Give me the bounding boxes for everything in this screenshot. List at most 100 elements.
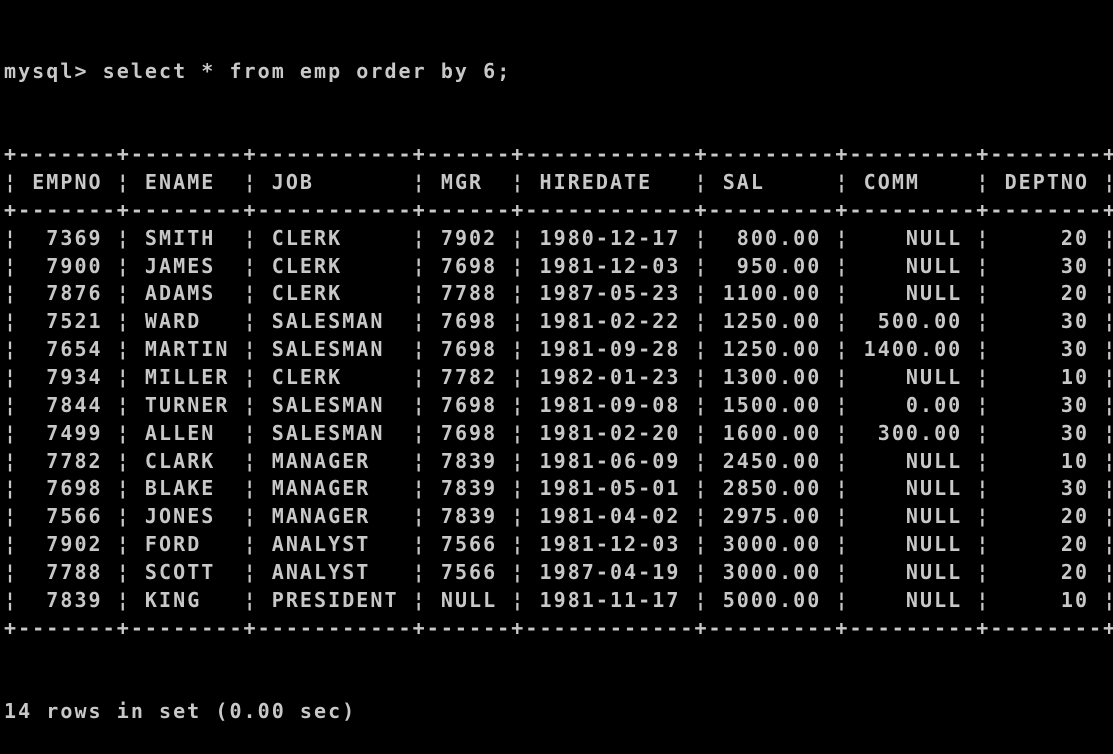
column-separator: ¦ [976,364,1005,389]
table-cell: NULL [863,476,977,501]
table-cell: SALESMAN [271,309,413,334]
column-separator: ¦ [4,253,33,278]
table-cell: KING [144,587,244,612]
column-separator: ¦ [835,420,864,445]
column-separator: ¦ [116,309,145,334]
column-separator: ¦ [976,504,1005,529]
table-row: ¦ 7499 ¦ ALLEN ¦ SALESMAN ¦ 7698 ¦ 1981-… [4,420,1113,448]
column-separator: ¦ [1103,392,1113,417]
column-separator: ¦ [4,364,33,389]
table-cell: BLAKE [144,476,244,501]
column-separator: ¦ [1103,281,1113,306]
column-separator: ¦ [412,309,441,334]
column-separator: ¦ [976,281,1005,306]
column-separator: ¦ [976,253,1005,278]
column-separator: ¦ [412,392,441,417]
table-cell: 1981-05-01 [539,476,695,501]
table-cell: SALESMAN [271,337,413,362]
table-row: ¦ 7698 ¦ BLAKE ¦ MANAGER ¦ 7839 ¦ 1981-0… [4,475,1113,503]
column-separator: ¦ [694,392,723,417]
column-separator: ¦ [116,253,145,278]
table-cell: 7654 [32,337,117,362]
column-separator: ¦ [243,420,272,445]
table-cell: 7698 [32,476,117,501]
column-separator: ¦ [116,392,145,417]
table-cell: 10 [1004,364,1104,389]
column-separator: ¦ [835,504,864,529]
column-separator: ¦ [976,420,1005,445]
column-separator: ¦ [412,448,441,473]
table-border: +-------+--------+-----------+------+---… [4,615,1113,640]
column-separator: ¦ [243,476,272,501]
column-separator: ¦ [412,170,441,195]
table-cell: 1982-01-23 [539,364,695,389]
column-separator: ¦ [976,337,1005,362]
column-separator: ¦ [116,532,145,557]
column-separator: ¦ [243,281,272,306]
table-cell: 1600.00 [722,420,836,445]
column-separator: ¦ [1103,420,1113,445]
table-cell: NULL [863,559,977,584]
prompt: mysql> [4,58,103,83]
table-cell: NULL [863,504,977,529]
table-cell: 950.00 [722,253,836,278]
column-separator: ¦ [116,476,145,501]
column-separator: ¦ [1103,532,1113,557]
column-separator: ¦ [835,225,864,250]
column-separator: ¦ [243,225,272,250]
column-separator: ¦ [511,337,540,362]
table-cell: 10 [1004,448,1104,473]
table-cell: 1981-02-20 [539,420,695,445]
table-cell: TURNER [144,392,244,417]
table-cell: 300.00 [863,420,977,445]
column-separator: ¦ [511,504,540,529]
table-row: ¦ 7900 ¦ JAMES ¦ CLERK ¦ 7698 ¦ 1981-12-… [4,253,1113,281]
column-separator: ¦ [243,532,272,557]
table-cell: 20 [1004,532,1104,557]
table-cell: 7788 [32,559,117,584]
column-header: COMM [863,170,977,195]
table-cell: 7788 [440,281,512,306]
table-cell: 1981-06-09 [539,448,695,473]
column-separator: ¦ [116,225,145,250]
table-cell: 7566 [440,532,512,557]
table-row: ¦ 7566 ¦ JONES ¦ MANAGER ¦ 7839 ¦ 1981-0… [4,503,1113,531]
table-cell: 7566 [440,559,512,584]
table-cell: ANALYST [271,532,413,557]
column-separator: ¦ [511,281,540,306]
table-cell: NULL [863,253,977,278]
result-table: +-------+--------+-----------+------+---… [4,141,1113,642]
table-row: ¦ 7369 ¦ SMITH ¦ CLERK ¦ 7902 ¦ 1980-12-… [4,225,1113,253]
table-cell: 30 [1004,337,1104,362]
column-separator: ¦ [412,532,441,557]
table-cell: 10 [1004,587,1104,612]
column-separator: ¦ [243,559,272,584]
column-separator: ¦ [694,337,723,362]
table-cell: 1100.00 [722,281,836,306]
table-cell: 20 [1004,559,1104,584]
column-separator: ¦ [116,587,145,612]
column-header: MGR [440,170,512,195]
column-separator: ¦ [1103,559,1113,584]
column-separator: ¦ [116,337,145,362]
column-separator: ¦ [4,476,33,501]
table-cell: 1250.00 [722,337,836,362]
column-separator: ¦ [694,281,723,306]
column-separator: ¦ [694,448,723,473]
column-separator: ¦ [412,504,441,529]
column-separator: ¦ [694,559,723,584]
column-separator: ¦ [243,587,272,612]
column-separator: ¦ [243,448,272,473]
column-separator: ¦ [4,420,33,445]
table-cell: SMITH [144,225,244,250]
column-separator: ¦ [976,559,1005,584]
column-separator: ¦ [412,420,441,445]
column-separator: ¦ [835,532,864,557]
terminal-window[interactable]: mysql> select * from emp order by 6; +--… [4,2,1113,754]
table-cell: 7839 [440,448,512,473]
column-separator: ¦ [1103,504,1113,529]
table-cell: MILLER [144,364,244,389]
column-separator: ¦ [1103,253,1113,278]
column-separator: ¦ [511,448,540,473]
column-header: HIREDATE [539,170,695,195]
